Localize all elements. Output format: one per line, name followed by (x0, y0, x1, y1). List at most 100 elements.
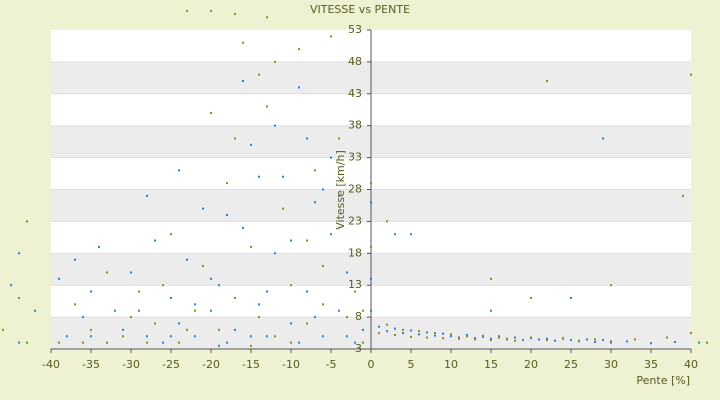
point (306, 290, 308, 293)
point (202, 207, 204, 210)
point (522, 339, 524, 342)
x-tick-label: -10 (282, 358, 300, 371)
point (154, 322, 156, 325)
point (210, 111, 212, 114)
point (290, 239, 292, 242)
point (362, 341, 364, 344)
point (194, 309, 196, 312)
point (90, 290, 92, 293)
point (290, 284, 292, 287)
point (674, 340, 676, 343)
point (242, 41, 244, 44)
x-tick-label: 10 (444, 358, 458, 371)
point (234, 13, 236, 16)
point (410, 329, 412, 332)
point (250, 143, 252, 146)
point (466, 335, 468, 338)
point (490, 337, 492, 340)
point (338, 226, 340, 229)
point (122, 335, 124, 338)
point (426, 331, 428, 334)
point (610, 284, 612, 287)
point (274, 335, 276, 338)
point (682, 194, 684, 197)
y-tick-label: 38 (348, 119, 362, 132)
point (258, 175, 260, 178)
point (394, 333, 396, 336)
point (466, 333, 468, 336)
point (490, 277, 492, 280)
point (82, 341, 84, 344)
point (250, 245, 252, 248)
point (250, 335, 252, 338)
point (570, 339, 572, 342)
point (130, 271, 132, 274)
point (170, 233, 172, 236)
point (338, 137, 340, 140)
point (706, 341, 708, 344)
point (434, 334, 436, 337)
x-tick-label: -25 (162, 358, 180, 371)
point (82, 316, 84, 319)
point (506, 337, 508, 340)
point (298, 48, 300, 51)
point (138, 290, 140, 293)
point (498, 336, 500, 339)
y-tick-label: 53 (348, 23, 362, 36)
point (330, 156, 332, 159)
point (154, 239, 156, 242)
point (106, 271, 108, 274)
point (314, 201, 316, 204)
point (490, 309, 492, 312)
point (346, 271, 348, 274)
point (690, 332, 692, 335)
point (298, 86, 300, 89)
point (74, 303, 76, 306)
point (218, 344, 220, 347)
point (322, 188, 324, 191)
point (58, 277, 60, 280)
point (250, 344, 252, 347)
point (450, 335, 452, 338)
y-tick-label: 13 (348, 278, 362, 291)
point (290, 322, 292, 325)
point (394, 233, 396, 236)
point (578, 339, 580, 342)
point (34, 309, 36, 312)
point (234, 328, 236, 331)
point (338, 309, 340, 312)
x-tick-label: -20 (202, 358, 220, 371)
point (106, 341, 108, 344)
point (274, 124, 276, 127)
x-tick-label: 0 (368, 358, 375, 371)
point (330, 35, 332, 38)
point (242, 80, 244, 83)
x-tick-label: -30 (122, 358, 140, 371)
point (530, 296, 532, 299)
point (602, 137, 604, 140)
point (226, 341, 228, 344)
point (218, 328, 220, 331)
point (442, 332, 444, 335)
point (474, 337, 476, 340)
point (610, 340, 612, 343)
point (282, 207, 284, 210)
point (186, 328, 188, 331)
x-tick-label: 25 (564, 358, 578, 371)
point (178, 322, 180, 325)
x-axis-label: Pente [%] (636, 374, 690, 387)
point (194, 335, 196, 338)
point (298, 341, 300, 344)
point (322, 303, 324, 306)
x-tick-label: -40 (42, 358, 60, 371)
x-tick-label: 30 (604, 358, 618, 371)
point (346, 335, 348, 338)
point (90, 328, 92, 331)
point (218, 284, 220, 287)
point (458, 336, 460, 339)
point (290, 341, 292, 344)
point (274, 60, 276, 63)
point (186, 258, 188, 261)
point (18, 252, 20, 255)
point (362, 309, 364, 312)
